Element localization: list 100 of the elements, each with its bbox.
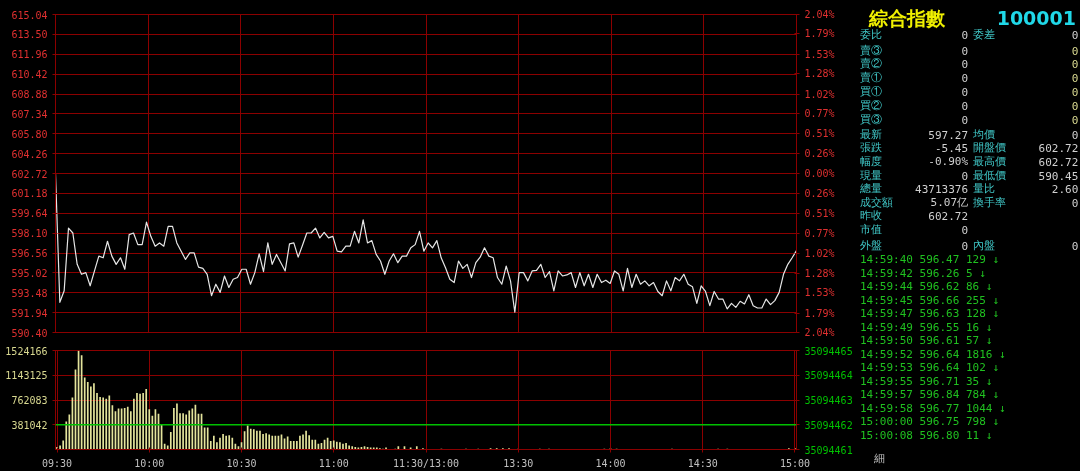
text: 14:59:44 596.62 86 ↓ <box>860 280 993 293</box>
text: 0 <box>961 71 968 85</box>
text: 43713376 <box>915 182 968 196</box>
text: 0 <box>961 85 968 99</box>
y2-tick-label: 35094464 <box>804 370 853 382</box>
text: 14:59:42 596.26 5 ↓ <box>860 266 986 280</box>
text: 0 <box>961 44 968 58</box>
text: 委差 <box>972 28 995 41</box>
y-tick-label: 602.72 <box>11 168 48 180</box>
text: 賣① <box>860 71 882 84</box>
text: 602.72 <box>928 209 969 223</box>
text: 0 <box>1071 196 1079 210</box>
text: 最新 <box>860 128 882 141</box>
text: 14:59:40 596.47 129 ↓ <box>860 253 1000 266</box>
text: 0 <box>1071 85 1079 99</box>
text: 最高價 <box>972 155 1006 168</box>
text: 14:59:58 596.77 1044 ↓ <box>860 401 1006 415</box>
text: 成交額 <box>860 196 893 209</box>
y2-tick-label: 2.04% <box>804 327 835 338</box>
text: 14:59:47 596.63 128 ↓ <box>860 307 1000 320</box>
y-tick-label: 599.64 <box>11 208 48 220</box>
y-tick-label: 381042 <box>11 419 48 431</box>
y2-tick-label: 35094465 <box>804 345 853 357</box>
x-tick-label: 15:00 <box>779 457 811 469</box>
text: 0 <box>1071 99 1079 113</box>
text: 14:59:49 596.55 16 ↓ <box>860 320 993 334</box>
text: 0 <box>961 239 968 253</box>
text: 0 <box>1071 57 1079 71</box>
y2-tick-label: 2.04% <box>804 9 835 20</box>
y-tick-label: 762083 <box>11 395 48 406</box>
text: 0 <box>961 99 968 113</box>
text: 5.07亿 <box>930 196 969 209</box>
x-tick-label: 10:30 <box>226 457 257 469</box>
text: 0 <box>1071 28 1079 42</box>
text: 細 <box>872 452 885 465</box>
text: 開盤價 <box>972 141 1006 154</box>
text: 597.27 <box>928 128 969 142</box>
text: 綜合指數 <box>868 6 946 29</box>
text: 總量 <box>859 182 882 195</box>
text: 15:00:08 596.80 11 ↓ <box>860 428 993 442</box>
text: 602.72 <box>1038 141 1079 155</box>
y2-tick-label: 1.02% <box>804 88 835 100</box>
y-tick-label: 610.42 <box>11 69 48 81</box>
text: 0 <box>961 57 968 71</box>
y2-tick-label: 0.51% <box>804 128 835 140</box>
y-tick-label: 611.96 <box>11 49 48 61</box>
text: 0 <box>1071 113 1079 127</box>
x-tick-label: 09:30 <box>41 457 73 469</box>
y2-tick-label: 1.53% <box>804 48 835 60</box>
text: 0 <box>1071 239 1079 253</box>
y-tick-label: 608.88 <box>11 89 48 100</box>
text: -5.45 <box>934 141 969 155</box>
y-tick-label: 1143125 <box>5 370 48 382</box>
text: 最低價 <box>972 169 1006 182</box>
text: 昨收 <box>860 209 882 222</box>
y2-tick-label: 35094462 <box>804 419 853 431</box>
text: 0 <box>1071 44 1079 58</box>
text: 590.45 <box>1038 169 1079 183</box>
text: 2.60 <box>1051 182 1079 196</box>
text: 賣③ <box>860 44 882 57</box>
text: 0 <box>961 169 968 183</box>
y-tick-label: 598.10 <box>11 228 48 240</box>
y2-tick-label: 1.79% <box>804 307 835 319</box>
y2-tick-label: 35094463 <box>804 395 853 406</box>
text: 換手率 <box>972 196 1006 209</box>
text: 0 <box>961 223 968 237</box>
text: 量比 <box>972 182 995 195</box>
y-tick-label: 596.56 <box>11 248 48 259</box>
text: 0 <box>961 28 968 42</box>
y2-tick-label: 0.26% <box>804 147 835 159</box>
y2-tick-label: 0.77% <box>804 107 835 119</box>
x-tick-label: 10:00 <box>134 457 165 469</box>
y2-tick-label: 0.00% <box>804 168 835 179</box>
y2-tick-label: 0.26% <box>804 188 835 200</box>
x-tick-label: 14:30 <box>687 457 718 469</box>
y2-tick-label: 1.28% <box>804 68 835 80</box>
y-tick-label: 607.34 <box>11 108 48 120</box>
text: 15:00:00 596.75 798 ↓ <box>860 415 1000 428</box>
text: 14:59:45 596.66 255 ↓ <box>860 293 1000 307</box>
text: 14:59:53 596.64 102 ↓ <box>860 361 1000 374</box>
text: 市值 <box>860 223 882 236</box>
text: 0 <box>1071 71 1079 85</box>
y-tick-label: 595.02 <box>11 267 48 279</box>
text: 0 <box>1071 128 1079 142</box>
text: 14:59:52 596.64 1816 ↓ <box>860 347 1006 361</box>
text: 100001 <box>996 6 1077 29</box>
y-tick-label: 615.04 <box>11 9 48 21</box>
y2-tick-label: 0.77% <box>804 228 835 240</box>
y-tick-label: 604.26 <box>11 148 48 160</box>
y2-tick-label: 1.02% <box>804 247 835 259</box>
text: 委比 <box>860 28 882 41</box>
text: 張跌 <box>860 141 882 154</box>
text: 幅度 <box>860 155 882 168</box>
x-tick-label: 14:00 <box>595 457 626 469</box>
text: 14:59:57 596.84 784 ↓ <box>860 388 1000 401</box>
y-tick-label: 601.18 <box>11 188 48 200</box>
y2-tick-label: 1.28% <box>804 267 835 279</box>
y-tick-label: 591.94 <box>11 307 48 319</box>
x-tick-label: 13:30 <box>503 457 534 469</box>
y-tick-label: 1524166 <box>5 345 48 357</box>
